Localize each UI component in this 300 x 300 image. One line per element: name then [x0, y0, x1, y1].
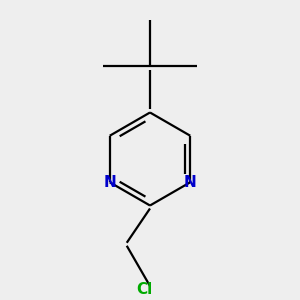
Text: N: N: [184, 175, 197, 190]
Text: Cl: Cl: [136, 281, 152, 296]
Text: N: N: [103, 175, 116, 190]
